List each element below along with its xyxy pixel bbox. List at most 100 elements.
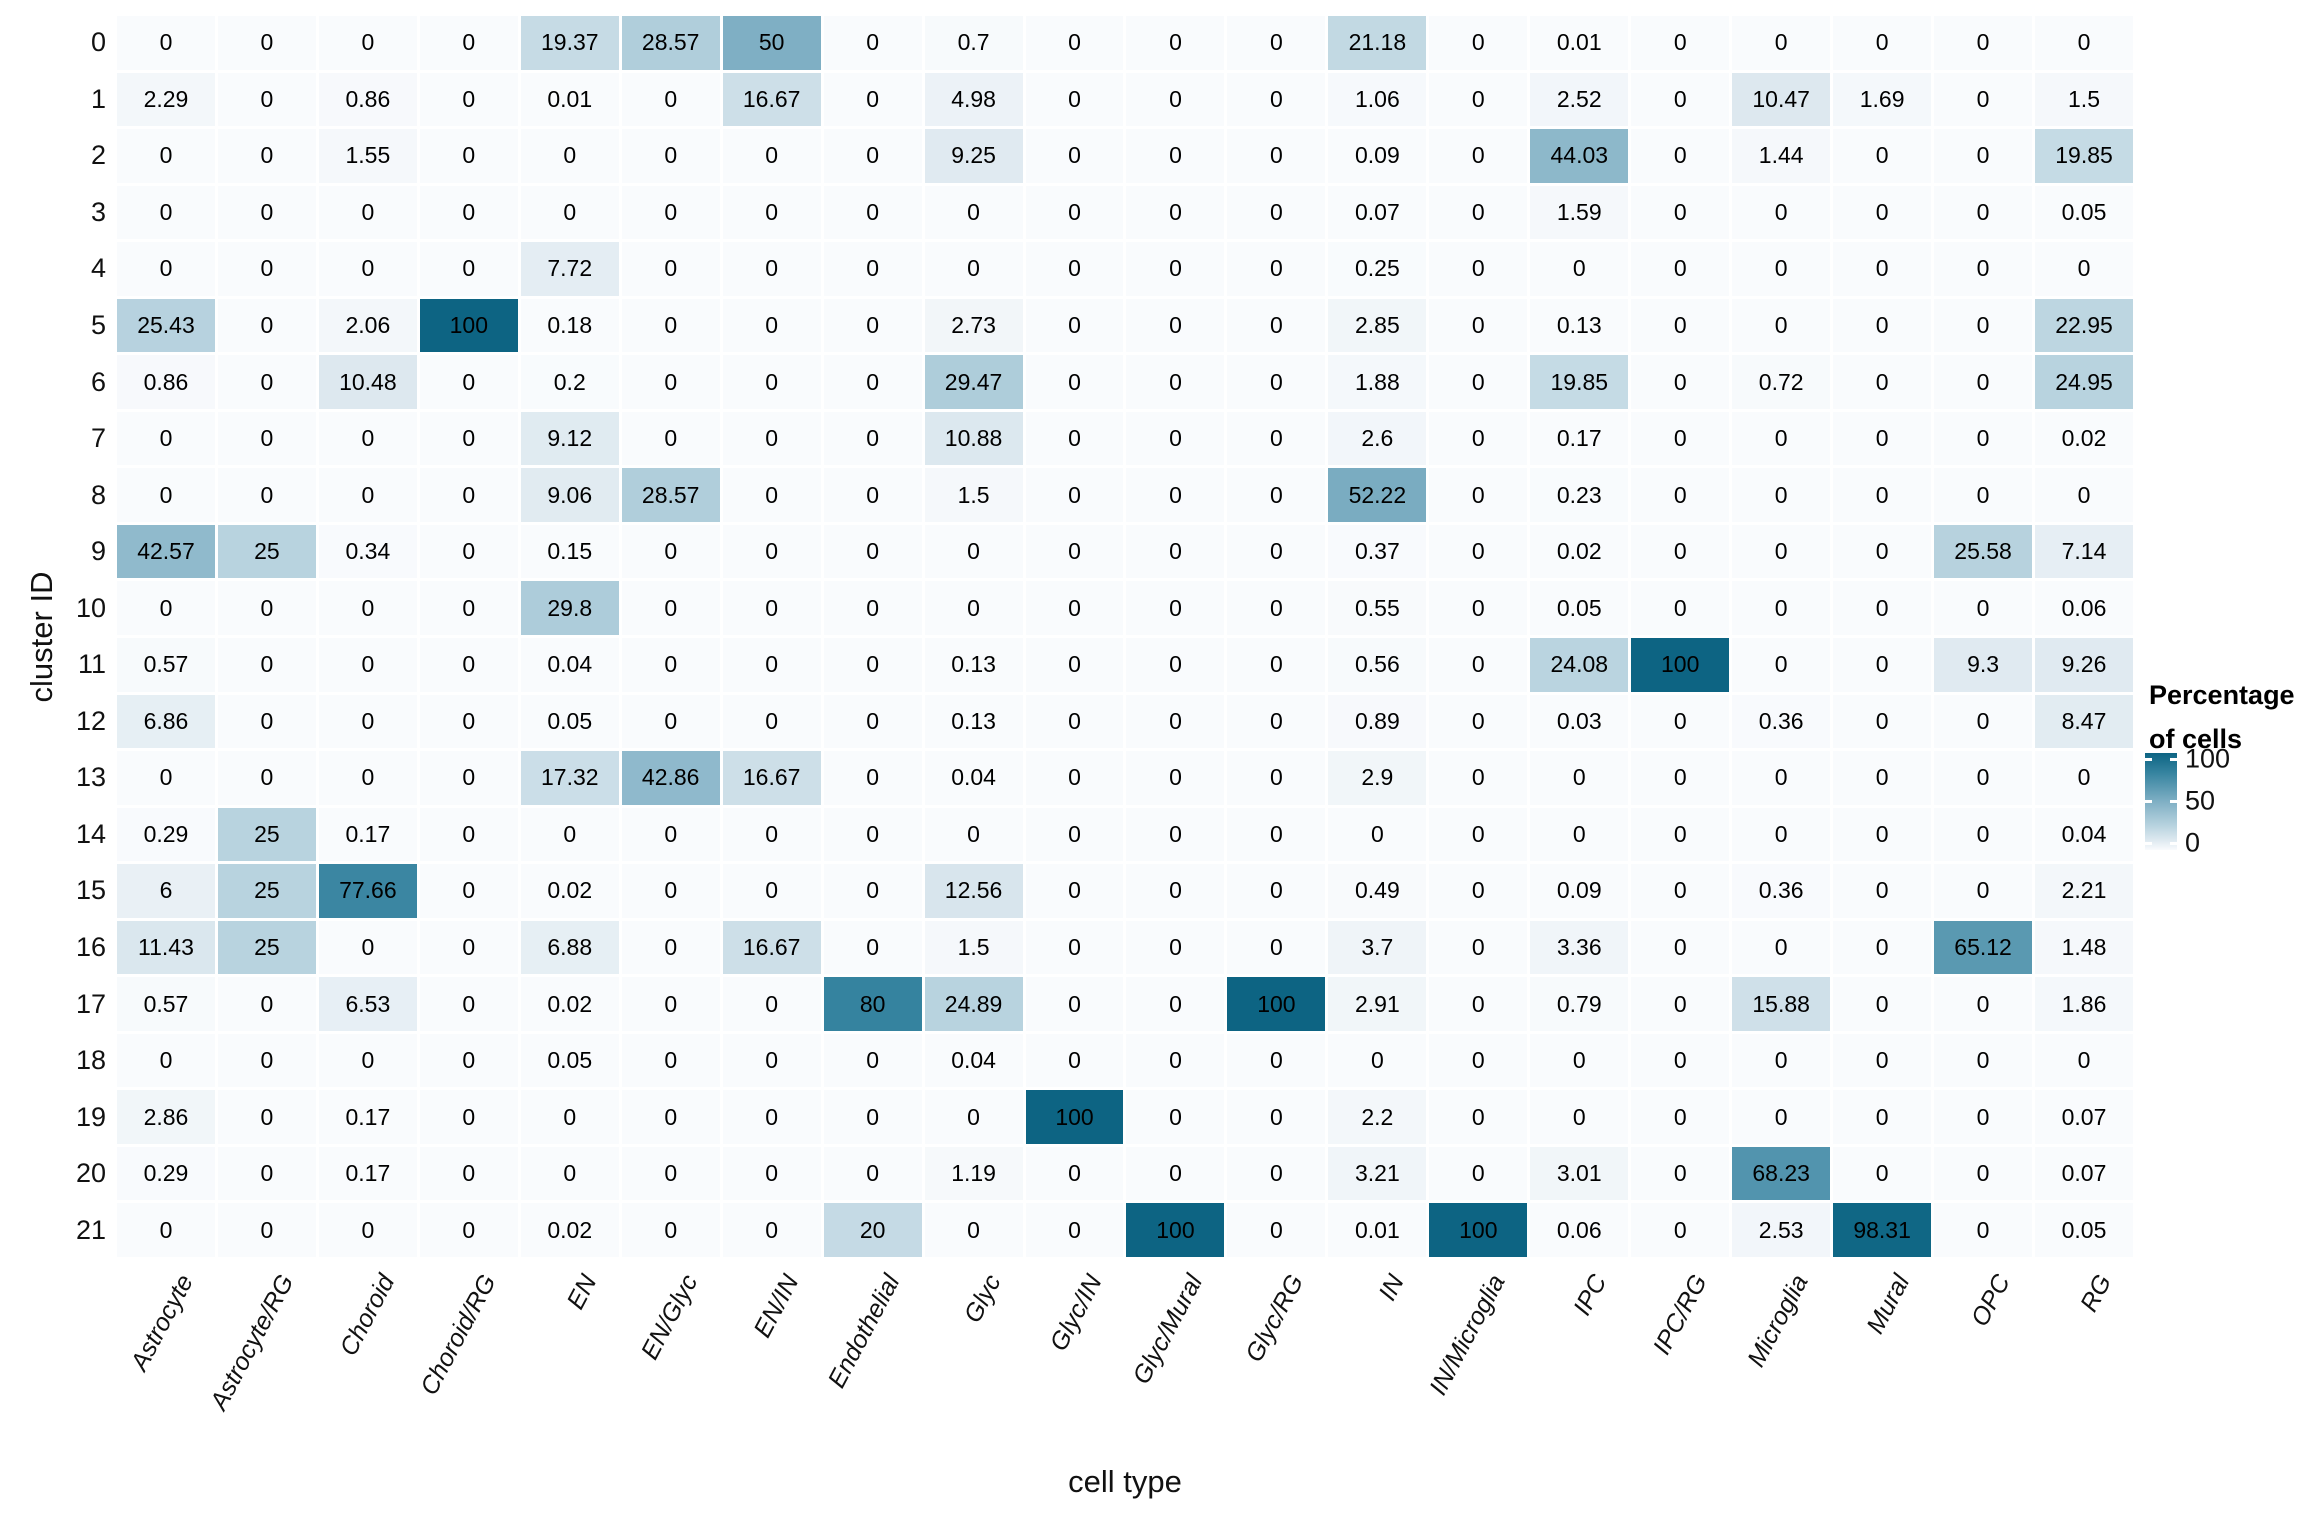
heatmap-cell: 0 [1025,1203,1124,1257]
heatmap-cell: 0 [722,694,821,749]
heatmap-cell: 1.48 [2035,920,2133,975]
heatmap-cell: 2.73 [924,298,1023,353]
x-tick-label: EN/Glyc [635,1270,704,1365]
heatmap-cell: 0 [924,185,1023,240]
heatmap-cell: 1.19 [924,1146,1023,1201]
heatmap-cell: 0 [1631,72,1730,127]
heatmap-cell: 0 [1833,468,1932,522]
heatmap-cell: 0 [1631,468,1730,522]
heatmap-cell: 0 [419,468,518,522]
heatmap-cell: 0 [1429,298,1528,353]
heatmap-cell: 0 [1227,751,1326,805]
heatmap-cell: 0 [117,468,215,522]
heatmap-cell: 0 [1227,468,1326,522]
heatmap-cell: 0 [823,581,922,635]
heatmap-cell: 0 [722,638,821,692]
heatmap-cell: 0 [1631,751,1730,805]
heatmap-cell: 0 [1126,1090,1225,1144]
heatmap-cell: 0 [1126,1033,1225,1088]
heatmap-cell: 0 [217,72,316,127]
heatmap-cell: 25 [217,807,316,862]
heatmap-cell: 0 [1631,1203,1730,1257]
heatmap-cell: 0 [1934,751,2033,805]
y-tick-label: 4 [90,253,106,284]
heatmap-cell: 0.04 [924,751,1023,805]
heatmap-cell: 0 [2035,16,2133,70]
heatmap-cell: 0 [621,185,720,240]
heatmap-cell: 0 [1530,1090,1629,1144]
heatmap-cell: 0 [1732,1090,1831,1144]
legend-tick-label: 50 [2185,785,2216,816]
heatmap-cell: 0 [1833,694,1932,749]
heatmap-cell: 1.88 [1328,355,1427,409]
y-tick-label: 15 [75,875,106,906]
heatmap-cell: 0 [1126,920,1225,975]
heatmap-cell: 0 [1833,1146,1932,1201]
y-tick-label: 19 [75,1101,106,1132]
heatmap-cell: 0.01 [1530,16,1629,70]
heatmap-cell: 0 [1126,411,1225,466]
x-tick-label: Glyc/IN [1044,1270,1108,1356]
heatmap-cell: 0 [1126,355,1225,409]
heatmap-cell: 0 [1530,807,1629,862]
heatmap-cell: 0.02 [2035,411,2133,466]
heatmap-cell: 0 [621,977,720,1031]
heatmap-cell: 0 [1833,524,1932,579]
heatmap-cell: 0 [1227,72,1326,127]
heatmap-cell: 0 [217,638,316,692]
heatmap-cell: 0 [1025,920,1124,975]
heatmap-cell: 0 [419,977,518,1031]
heatmap-cell: 20 [823,1203,922,1257]
heatmap-cell: 0 [2035,242,2133,296]
heatmap-cell: 6.86 [117,694,215,749]
y-tick-label: 16 [75,931,106,962]
heatmap-cell: 0 [1126,72,1225,127]
heatmap-cell: 0 [1934,72,2033,127]
heatmap-cell: 0 [823,298,922,353]
heatmap-cell: 0 [117,581,215,635]
heatmap-cell: 0 [1227,638,1326,692]
heatmap-cell: 0 [1025,1146,1124,1201]
heatmap-cell: 0 [1631,1033,1730,1088]
heatmap-cell: 2.29 [117,72,215,127]
heatmap-cell: 0.02 [520,977,619,1031]
heatmap-cell: 0 [1631,581,1730,635]
legend-tick-mark [2170,800,2177,803]
heatmap-cell: 0 [419,581,518,635]
x-tick-label: IN/Microglia [1424,1270,1512,1400]
heatmap-cell: 0 [520,1090,619,1144]
heatmap-cell: 68.23 [1732,1146,1831,1201]
heatmap-cell: 6 [117,864,215,918]
heatmap-cell: 0 [823,524,922,579]
heatmap-cell: 25.43 [117,298,215,353]
heatmap-cell: 100 [1126,1203,1225,1257]
heatmap-cell: 0 [217,468,316,522]
legend-title: of cells [2149,724,2243,754]
heatmap-cell: 0 [1429,524,1528,579]
heatmap-cell: 0 [1833,242,1932,296]
heatmap-cell: 25 [217,524,316,579]
heatmap-cell: 0 [318,1203,417,1257]
heatmap-cell: 0 [1429,920,1528,975]
heatmap-cell: 0 [419,920,518,975]
heatmap-cell: 0 [1429,468,1528,522]
heatmap-cell: 0.04 [924,1033,1023,1088]
heatmap-cell: 0.55 [1328,581,1427,635]
heatmap-cell: 0 [520,807,619,862]
heatmap-cell: 0 [621,242,720,296]
heatmap-cell: 0 [419,524,518,579]
heatmap-cell: 80 [823,977,922,1031]
heatmap-cell: 0.89 [1328,694,1427,749]
heatmap-cell: 0 [621,920,720,975]
heatmap-cell: 0 [1732,16,1831,70]
heatmap-cell: 28.57 [621,468,720,522]
heatmap-cell: 0 [217,242,316,296]
heatmap-cell: 0 [419,129,518,183]
heatmap-cell: 0 [1025,751,1124,805]
heatmap-cell: 0 [621,1203,720,1257]
heatmap-cell: 0 [318,1033,417,1088]
heatmap-cell: 0.57 [117,977,215,1031]
x-tick-label: Astrocyte/RG [205,1270,300,1415]
heatmap-cell: 0 [1833,185,1932,240]
heatmap-cell: 0 [419,1090,518,1144]
